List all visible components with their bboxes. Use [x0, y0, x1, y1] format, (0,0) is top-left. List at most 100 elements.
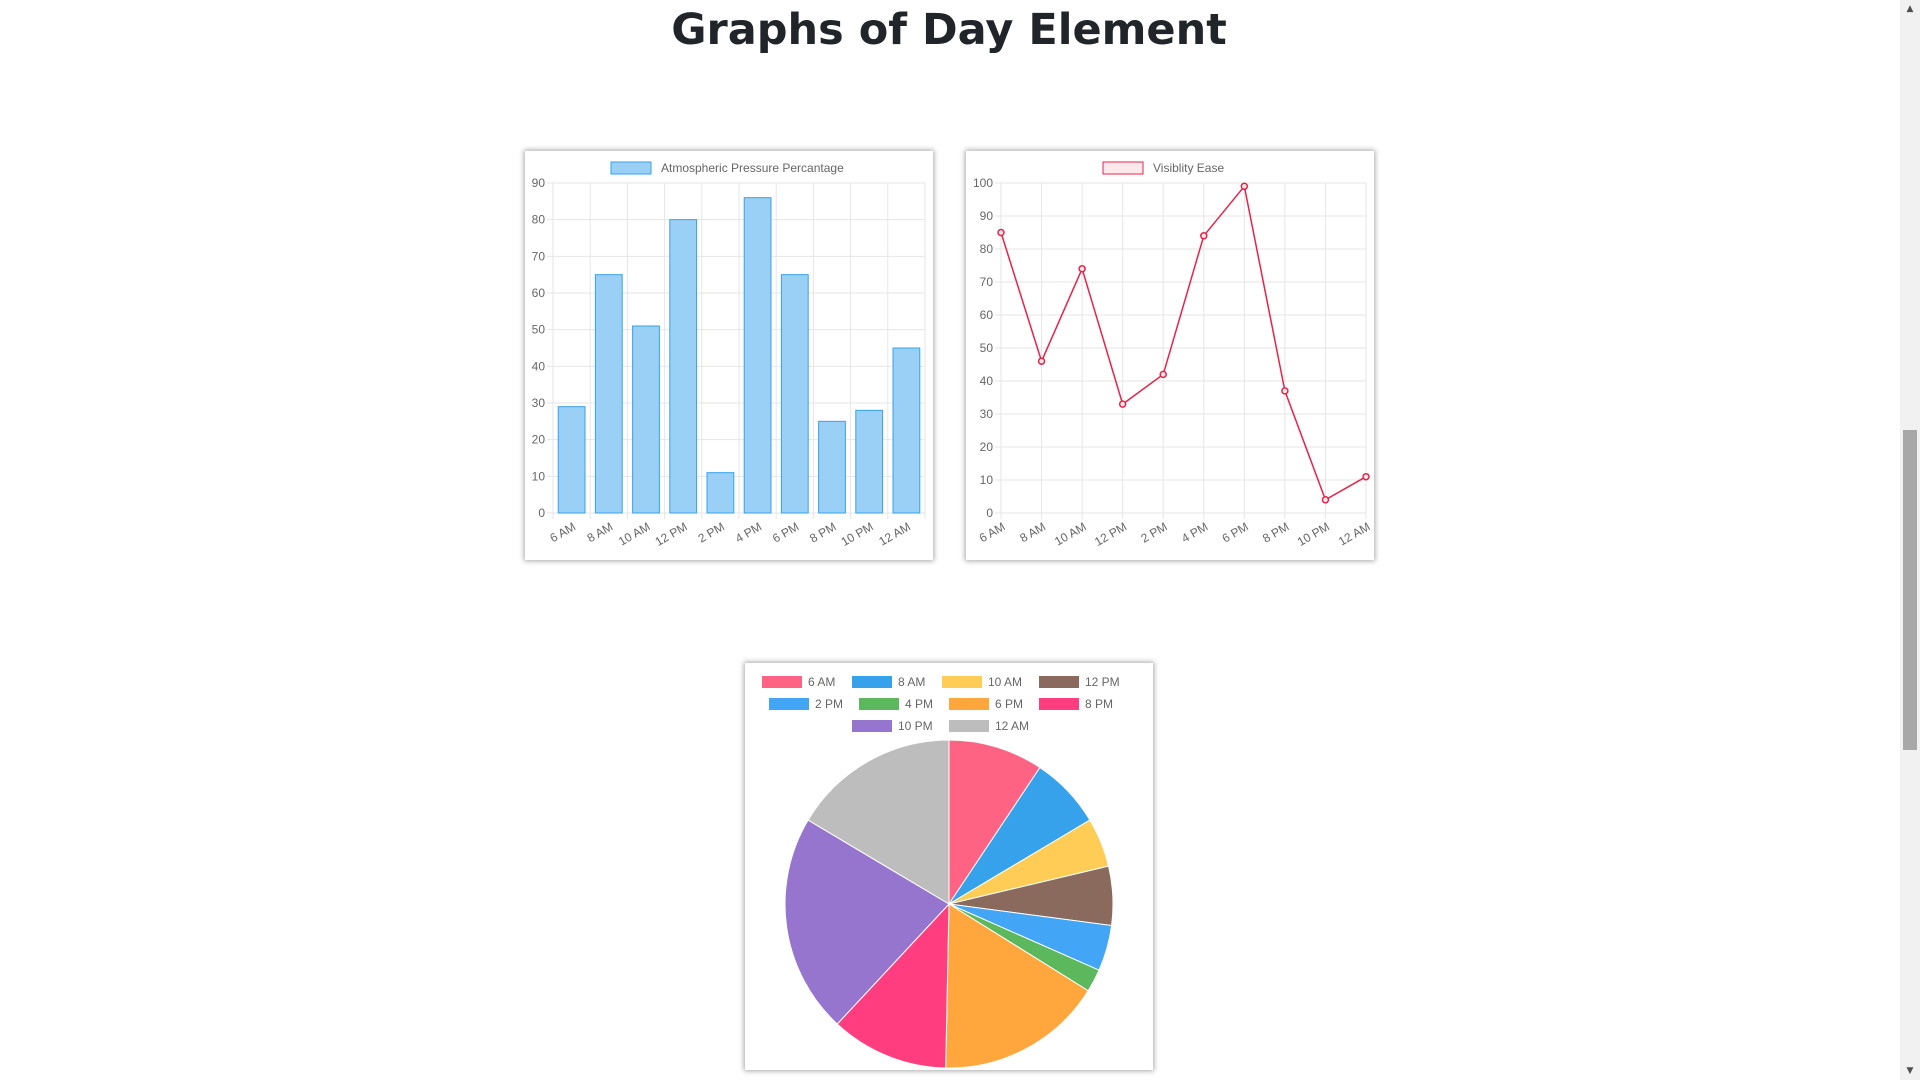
bar	[706, 472, 735, 514]
pie-slice	[945, 903, 1089, 1069]
bar	[892, 347, 921, 514]
legend-swatch	[769, 698, 809, 710]
scrollbar-thumb[interactable]	[1903, 430, 1917, 750]
data-point	[1362, 472, 1370, 481]
legend-swatch	[942, 676, 982, 688]
series-line	[1000, 184, 1367, 501]
legend-label: 12 AM	[995, 719, 1029, 733]
y-tick-label: 60	[532, 286, 546, 300]
data-point	[1321, 496, 1330, 504]
x-tick-label: 4 PM	[1179, 519, 1210, 545]
bar	[632, 325, 660, 514]
legend-swatch	[762, 676, 802, 688]
bar	[557, 406, 586, 514]
line-chart: Visiblity Ease 0 10 20 30 40 50 60 70 80 90 100 6 AM…	[973, 161, 1373, 549]
data-point	[1118, 400, 1127, 408]
pie-slice	[807, 739, 950, 905]
bar	[855, 409, 884, 514]
x-tick-label: 10 AM	[1052, 519, 1088, 548]
y-tick-label: 20	[532, 433, 546, 447]
bar	[780, 274, 809, 514]
legend-swatch	[1102, 161, 1144, 175]
data-point	[1159, 370, 1167, 379]
bar-chart-card: Atmospheric Pressure Percantage 0 10 20 30 40…	[525, 151, 933, 560]
y-tick-label: 90	[532, 176, 546, 190]
data-point	[1078, 265, 1086, 273]
legend-label: 10 PM	[898, 719, 933, 733]
legend-swatch	[1039, 698, 1079, 710]
y-tick-label: 20	[980, 440, 994, 454]
y-tick-label: 80	[980, 242, 994, 256]
y-tick-label: 70	[532, 249, 546, 263]
legend-label: Atmospheric Pressure Percantage	[661, 161, 844, 175]
x-tick-label: 2 PM	[696, 519, 727, 545]
legend-swatch	[852, 676, 892, 688]
legend-label: Visiblity Ease	[1153, 161, 1224, 175]
x-tick-label: 4 PM	[733, 519, 764, 545]
legend-label: 12 PM	[1085, 675, 1120, 689]
data-point	[1037, 357, 1046, 365]
line-chart-card: Visiblity Ease 0 10 20 30 40 50 60 70 80 90 100 6 AM…	[966, 151, 1374, 560]
legend-label: 2 PM	[815, 697, 843, 711]
legend-swatch	[949, 698, 989, 710]
legend-label: 6 AM	[808, 675, 835, 689]
x-tick-label: 12 PM	[1092, 519, 1129, 548]
y-tick-label: 10	[980, 473, 994, 487]
y-tick-label: 30	[980, 407, 994, 421]
y-tick-label: 0	[986, 506, 993, 520]
x-tick-label: 12 PM	[653, 519, 690, 548]
bar	[743, 197, 772, 514]
x-tick-label: 8 AM	[1017, 519, 1048, 545]
legend-swatch	[852, 720, 892, 732]
y-tick-label: 30	[532, 396, 546, 410]
x-tick-label: 8 PM	[1260, 519, 1291, 545]
x-tick-label: 12 AM	[1336, 519, 1372, 548]
legend-swatch	[949, 720, 989, 732]
x-tick-label: 10 PM	[1295, 519, 1332, 548]
pie-slice	[784, 819, 950, 1025]
x-tick-label: 10 PM	[839, 519, 876, 548]
vertical-scrollbar[interactable]: ▲ ▼	[1900, 0, 1920, 1080]
pie-slice	[948, 739, 1041, 906]
data-point	[1200, 232, 1208, 240]
legend-swatch	[859, 698, 899, 710]
scroll-down-arrow-icon[interactable]: ▼	[1906, 1066, 1914, 1076]
y-tick-label: 100	[973, 176, 993, 190]
x-tick-label: 6 PM	[1220, 519, 1251, 545]
x-tick-label: 6 AM	[547, 519, 578, 545]
data-point	[1240, 182, 1249, 191]
legend-swatch	[1039, 676, 1079, 688]
y-tick-label: 90	[980, 209, 994, 223]
scroll-up-arrow-icon[interactable]: ▲	[1906, 4, 1914, 14]
bar	[594, 274, 623, 514]
x-tick-label: 10 AM	[616, 519, 652, 548]
bar	[818, 420, 846, 514]
y-tick-label: 50	[980, 341, 994, 355]
y-tick-label: 70	[980, 275, 994, 289]
x-tick-label: 6 AM	[977, 519, 1008, 545]
y-tick-label: 40	[532, 359, 546, 373]
bar-chart: Atmospheric Pressure Percantage 0 10 20 30 40…	[532, 161, 926, 549]
y-tick-label: 40	[980, 374, 994, 388]
legend-label: 8 AM	[898, 675, 925, 689]
pie-chart-card: 6 AM 8 AM 10 AM 12 PM 2 PM 4 PM 6 PM 8 PM 10 PM 1…	[745, 663, 1153, 1070]
x-tick-label: 8 AM	[585, 519, 616, 545]
pie-slice	[836, 902, 950, 1069]
data-point	[1281, 387, 1289, 395]
legend-label: 4 PM	[905, 697, 933, 711]
x-tick-label: 8 PM	[807, 519, 838, 545]
y-tick-label: 0	[538, 506, 545, 520]
y-tick-label: 60	[980, 308, 994, 322]
data-point	[997, 228, 1005, 237]
legend-label: 6 PM	[995, 697, 1023, 711]
bar	[669, 219, 698, 514]
page-title: Graphs of Day Element	[671, 5, 1227, 55]
x-tick-label: 2 PM	[1138, 519, 1169, 545]
legend-label: 8 PM	[1085, 697, 1113, 711]
legend-swatch	[610, 161, 652, 175]
x-tick-label: 12 AM	[876, 519, 912, 548]
x-tick-label: 6 PM	[770, 519, 801, 545]
y-tick-label: 10	[532, 469, 546, 483]
legend-label: 10 AM	[988, 675, 1022, 689]
pie-chart: 6 AM 8 AM 10 AM 12 PM 2 PM 4 PM 6 PM 8 PM 10 PM 1…	[762, 675, 1120, 1069]
